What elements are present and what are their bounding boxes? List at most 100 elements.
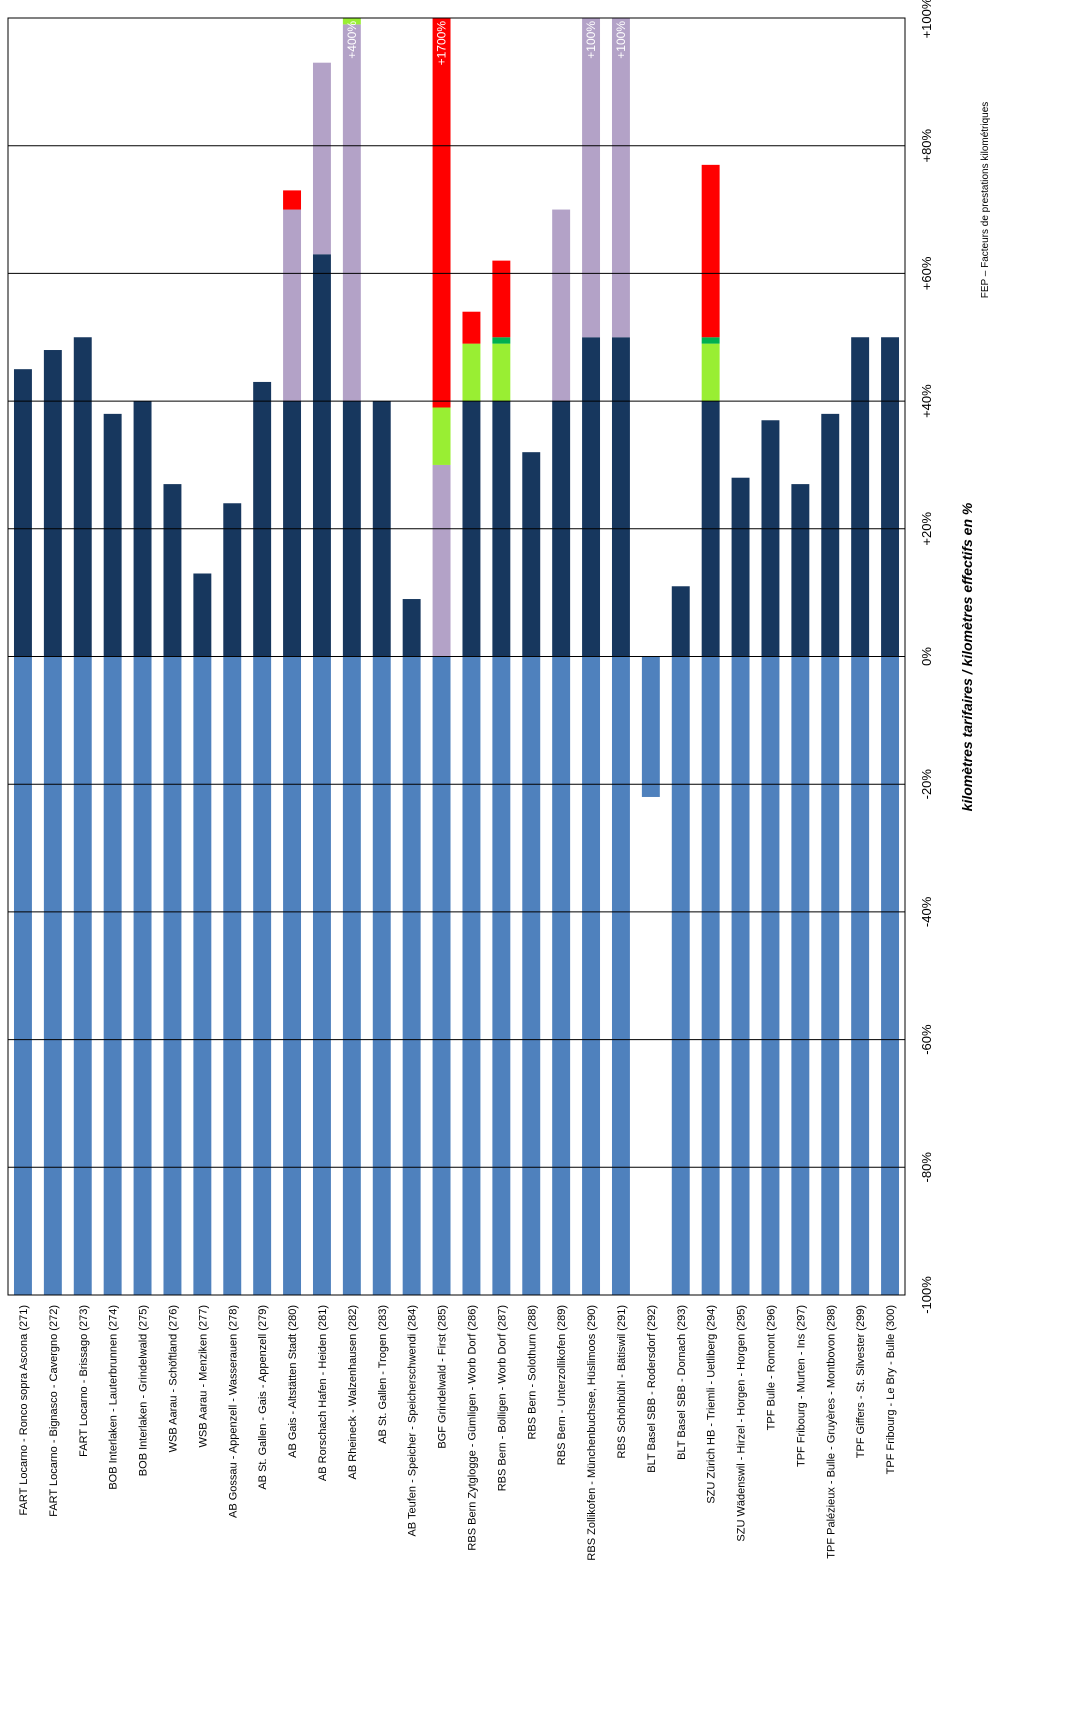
- bar-segment: [223, 503, 242, 657]
- x-tick-label: RBS Bern Zytglogge - Gümligen - Worb Dor…: [466, 1305, 478, 1551]
- bar-segment: [103, 413, 122, 657]
- bar-segment: [492, 337, 511, 344]
- y-tick-label: +20%: [919, 512, 934, 546]
- bar-segment: [611, 337, 630, 657]
- bar-segment: [492, 260, 511, 338]
- x-tick-label: AB Gossau - Appenzell - Wasserauen (278): [227, 1305, 239, 1518]
- x-tick-label: RBS Zollikofen - Münchenbuchsee, Hüslimo…: [586, 1305, 598, 1561]
- bar-segment: [253, 381, 272, 657]
- y-tick-label: -20%: [919, 769, 934, 800]
- bar-segment: [402, 656, 421, 1295]
- x-tick-label: RBS Bern - Unterzollikofen (289): [556, 1305, 568, 1465]
- bar-segment: [193, 573, 212, 657]
- bar-segment: [641, 656, 660, 797]
- annotation: +400%: [345, 21, 359, 59]
- bar-segment: [223, 656, 242, 1295]
- bar-segment: [552, 209, 571, 402]
- x-tick-label: RBS Bern - Bolligen - Worb Dorf (287): [496, 1305, 508, 1491]
- bar-segment: [611, 18, 630, 338]
- y-tick-label: +80%: [919, 128, 934, 162]
- x-tick-label: TPF Fribourg - Le Bry - Bulle (300): [885, 1305, 897, 1474]
- bar-segment: [253, 656, 272, 1295]
- bar-segment: [342, 24, 361, 402]
- y-tick-label: -60%: [919, 1024, 934, 1055]
- bar-segment: [432, 18, 451, 408]
- annotation: +1700%: [435, 21, 449, 66]
- bar-segment: [283, 656, 302, 1295]
- plot-frame: [7, 17, 906, 1296]
- bar-segment: [731, 477, 750, 657]
- x-tick-label: AB Teufen - Speicher - Speicherschwendi …: [407, 1305, 419, 1537]
- bar-segment: [492, 343, 511, 402]
- bar-segment: [851, 337, 870, 657]
- bar-segment: [432, 407, 451, 465]
- bar-segment: [791, 656, 810, 1295]
- bar-segment: [701, 656, 720, 1295]
- x-tick-label: RBS Bern - Solothurn (288): [526, 1305, 538, 1440]
- bar-segment: [701, 343, 720, 402]
- bar-segment: [43, 656, 62, 1295]
- bar-segment: [552, 656, 571, 1295]
- bar-segment: [611, 656, 630, 1295]
- x-tick-label: WSB Aarau - Schöftland (276): [167, 1305, 179, 1452]
- bar-segment: [312, 656, 331, 1295]
- bar-segment: [133, 656, 152, 1295]
- x-tick-label: TPF Palézieux - Bulle - Gruyères - Montb…: [825, 1305, 837, 1559]
- bar-segment: [462, 343, 481, 402]
- bar-segment: [881, 656, 900, 1295]
- annotation: +100%: [614, 21, 628, 59]
- x-tick-label: TPF Giffers - St. Silvester (299): [855, 1305, 867, 1458]
- x-tick-label: TPF Bulle - Romont (296): [765, 1305, 777, 1430]
- y-tick-label: -100%: [919, 1276, 934, 1314]
- x-tick-label: AB Rorschach Hafen - Heiden (281): [317, 1305, 329, 1481]
- bar-segment: [851, 656, 870, 1295]
- bar-segment: [432, 656, 451, 1295]
- bar-segment: [432, 464, 451, 657]
- bar-segment: [342, 18, 361, 25]
- bar-segment: [193, 656, 212, 1295]
- bar-segment: [43, 350, 62, 657]
- bar-segment: [821, 656, 840, 1295]
- x-tick-label: AB St. Gallen - Trogen (283): [377, 1305, 389, 1444]
- bar-segment: [372, 656, 391, 1295]
- bar-segment: [283, 190, 302, 210]
- bar-segment: [283, 209, 302, 402]
- x-tick-label: BLT Basel SBB - Rodersdorf (292): [646, 1305, 658, 1473]
- bar-segment: [671, 586, 690, 657]
- bar-segment: [821, 413, 840, 657]
- bar-segment: [671, 656, 690, 1295]
- y-tick-label: -40%: [919, 896, 934, 927]
- bar-segment: [791, 484, 810, 657]
- x-tick-label: BOB Interlaken - Lauterbrunnen (274): [108, 1305, 120, 1490]
- bar-segment: [13, 656, 32, 1295]
- footnote: FEP – Facteurs de prestations kilométriq…: [980, 102, 991, 299]
- bar-segment: [492, 656, 511, 1295]
- bar-segment: [582, 337, 601, 657]
- bar-segment: [312, 62, 331, 255]
- x-tick-label: WSB Aarau - Menziken (277): [197, 1305, 209, 1447]
- bar-segment: [462, 656, 481, 1295]
- bar-segment: [462, 311, 481, 344]
- bar-segment: [582, 656, 601, 1295]
- bar-segment: [731, 656, 750, 1295]
- bar-segment: [701, 337, 720, 344]
- bar-segment: [402, 599, 421, 657]
- bar-segment: [582, 18, 601, 338]
- bar-segment: [73, 656, 92, 1295]
- bar-segment: [312, 254, 331, 657]
- y-tick-label: -80%: [919, 1152, 934, 1183]
- bar-segment: [881, 337, 900, 657]
- x-tick-label: BOB Interlaken - Grindelwald (275): [138, 1305, 150, 1476]
- x-tick-label: AB Rheineck - Walzenhausen (282): [347, 1305, 359, 1479]
- bar-segment: [522, 452, 541, 657]
- bar-segment: [163, 656, 182, 1295]
- x-tick-label: FART Locarno - Brissago (273): [78, 1305, 90, 1457]
- x-tick-label: AB St. Gallen - Gais - Appenzell (279): [257, 1305, 269, 1490]
- bar-segment: [103, 656, 122, 1295]
- x-tick-label: SZU Wädenswil - Hirzel - Horgen - Horgen…: [736, 1305, 748, 1542]
- y-tick-label: +100%: [919, 0, 934, 38]
- bar-segment: [761, 420, 780, 657]
- x-tick-label: TPF Fribourg - Murten - Ins (297): [795, 1305, 807, 1467]
- y-tick-label: 0%: [919, 647, 934, 666]
